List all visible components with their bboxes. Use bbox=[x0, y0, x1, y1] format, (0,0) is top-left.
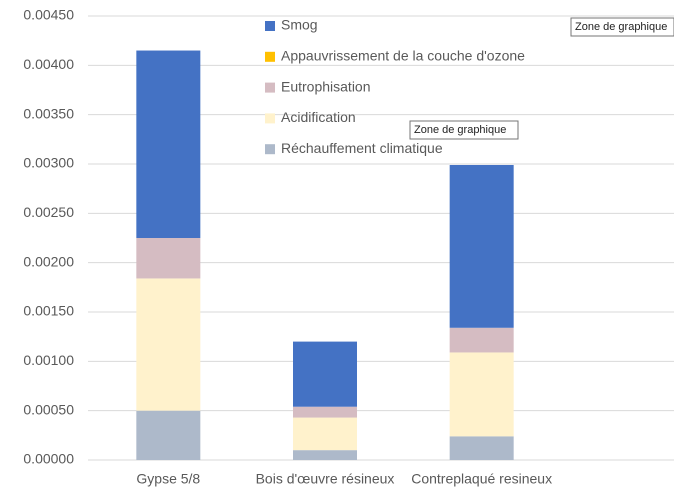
bar-segment bbox=[136, 50, 201, 239]
legend-swatch bbox=[265, 113, 275, 124]
legend-swatch bbox=[265, 51, 275, 62]
bar-segment bbox=[449, 327, 514, 353]
bar-segment bbox=[449, 436, 514, 460]
bar-segment bbox=[136, 410, 201, 460]
bar-segment bbox=[293, 450, 357, 460]
legend-label: Eutrophisation bbox=[281, 78, 371, 94]
y-tick-label: 0.00100 bbox=[23, 352, 74, 368]
bar-segment bbox=[449, 164, 514, 328]
y-tick-label: 0.00350 bbox=[23, 105, 74, 121]
legend-swatch bbox=[265, 82, 275, 93]
legend-swatch bbox=[265, 144, 275, 155]
bar-segment bbox=[293, 341, 357, 407]
y-tick-label: 0.00300 bbox=[23, 155, 74, 171]
tooltip-box bbox=[570, 17, 674, 37]
bar-segment bbox=[449, 352, 514, 437]
bar-segment bbox=[136, 278, 201, 411]
bar-segment bbox=[293, 406, 357, 418]
y-tick-label: 0.00400 bbox=[23, 56, 74, 72]
y-tick-label: 0.00000 bbox=[23, 451, 74, 467]
legend-label: Acidification bbox=[281, 109, 356, 125]
legend-swatch bbox=[265, 21, 275, 31]
tooltip: Zone de graphique bbox=[575, 21, 667, 33]
y-tick-label: 0.00450 bbox=[23, 7, 74, 23]
tooltip: Zone de graphique bbox=[414, 124, 506, 136]
tooltip-box bbox=[409, 120, 519, 140]
x-tick-label: Contreplaqué resineux bbox=[411, 471, 552, 487]
x-tick-label: Bois d'œuvre résineux bbox=[256, 471, 395, 487]
y-tick-label: 0.00200 bbox=[23, 253, 74, 269]
y-tick-label: 0.00050 bbox=[23, 401, 74, 417]
legend-label: Réchauffement climatique bbox=[281, 140, 443, 156]
legend-label: Smog bbox=[281, 17, 318, 33]
x-tick-label: Gypse 5/8 bbox=[136, 471, 200, 487]
y-tick-label: 0.00250 bbox=[23, 204, 74, 220]
y-tick-label: 0.00150 bbox=[23, 303, 74, 319]
bar-segment bbox=[293, 417, 357, 451]
legend-label: Appauvrissement de la couche d'ozone bbox=[281, 48, 525, 64]
bar-segment bbox=[136, 238, 201, 279]
